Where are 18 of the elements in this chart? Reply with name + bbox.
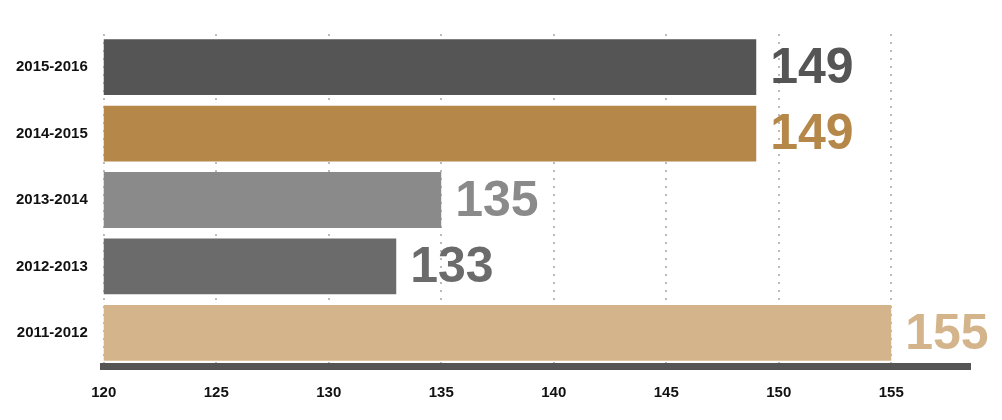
data-label: 135 xyxy=(455,170,539,227)
data-label: 149 xyxy=(770,104,854,161)
x-tick-label: 125 xyxy=(203,383,229,401)
y-tick-label: 2015-2016 xyxy=(16,57,88,75)
x-tick-label: 120 xyxy=(91,383,117,401)
y-tick-label: 2012-2013 xyxy=(16,256,88,274)
x-tick-label: 135 xyxy=(428,383,454,401)
x-tick-label: 140 xyxy=(541,383,567,401)
x-tick-label: 155 xyxy=(878,383,904,401)
x-tick-label: 150 xyxy=(766,383,792,401)
y-tick-label: 2014-2015 xyxy=(16,123,88,141)
y-tick-label: 2011-2012 xyxy=(16,322,88,340)
data-label: 133 xyxy=(410,237,494,294)
x-tick-label: 145 xyxy=(653,383,679,401)
data-label: 149 xyxy=(770,37,854,94)
x-tick-label: 130 xyxy=(316,383,342,401)
y-tick-label: 2013-2014 xyxy=(16,190,89,208)
data-label: 155 xyxy=(905,303,989,360)
